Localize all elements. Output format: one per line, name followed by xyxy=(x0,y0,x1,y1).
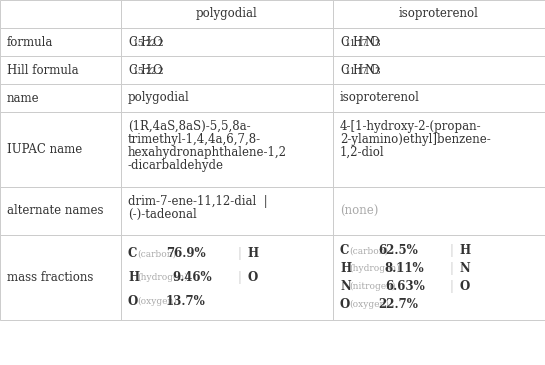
Bar xyxy=(333,56,545,84)
Text: 15: 15 xyxy=(134,67,145,76)
Text: isoproterenol: isoproterenol xyxy=(399,8,479,20)
Text: 17: 17 xyxy=(358,39,369,48)
Text: O: O xyxy=(370,64,379,77)
Text: trimethyl-1,4,4a,6,7,8-: trimethyl-1,4,4a,6,7,8- xyxy=(128,133,261,146)
Text: 3: 3 xyxy=(374,39,380,48)
Text: C: C xyxy=(128,35,137,49)
Text: 2: 2 xyxy=(158,39,163,48)
Text: 13.7%: 13.7% xyxy=(166,295,206,308)
Bar xyxy=(333,235,545,320)
Text: (carbon): (carbon) xyxy=(349,246,388,256)
Text: 3: 3 xyxy=(374,67,380,76)
Bar xyxy=(0,187,121,235)
Text: 8.11%: 8.11% xyxy=(385,262,425,275)
Text: O: O xyxy=(340,297,350,311)
Text: O: O xyxy=(152,35,162,49)
Text: H: H xyxy=(340,262,351,275)
Bar xyxy=(121,84,333,112)
Bar xyxy=(121,187,333,235)
Text: Hill formula: Hill formula xyxy=(7,64,78,77)
Bar xyxy=(333,0,545,28)
Text: C: C xyxy=(340,64,349,77)
Text: (-)-tadeonal: (-)-tadeonal xyxy=(128,208,197,221)
Text: H: H xyxy=(460,245,471,257)
Text: 22: 22 xyxy=(146,67,156,76)
Text: 62.5%: 62.5% xyxy=(378,245,418,257)
Text: (hydrogen): (hydrogen) xyxy=(349,264,399,273)
Text: mass fractions: mass fractions xyxy=(7,271,93,284)
Text: O: O xyxy=(128,295,138,308)
Text: O: O xyxy=(248,271,258,284)
Text: N: N xyxy=(364,35,374,49)
Bar xyxy=(0,56,121,84)
Text: N: N xyxy=(460,262,470,275)
Text: |: | xyxy=(450,245,453,257)
Text: 15: 15 xyxy=(134,39,145,48)
Text: polygodial: polygodial xyxy=(196,8,258,20)
Bar xyxy=(333,112,545,187)
Bar xyxy=(0,28,121,56)
Text: 9.46%: 9.46% xyxy=(173,271,213,284)
Text: drim-7-ene-11,12-dial  |: drim-7-ene-11,12-dial | xyxy=(128,195,268,208)
Text: C: C xyxy=(128,64,137,77)
Text: 11: 11 xyxy=(346,67,357,76)
Text: name: name xyxy=(7,92,40,104)
Text: (nitrogen): (nitrogen) xyxy=(349,282,396,291)
Text: 2-ylamino)ethyl]benzene-: 2-ylamino)ethyl]benzene- xyxy=(340,133,490,146)
Bar xyxy=(0,112,121,187)
Bar xyxy=(0,235,121,320)
Bar xyxy=(121,28,333,56)
Text: C: C xyxy=(340,35,349,49)
Text: (hydrogen): (hydrogen) xyxy=(137,273,187,282)
Text: |: | xyxy=(238,247,241,260)
Text: (carbon): (carbon) xyxy=(137,249,176,258)
Text: H: H xyxy=(140,35,150,49)
Text: IUPAC name: IUPAC name xyxy=(7,143,82,156)
Text: (oxygen): (oxygen) xyxy=(137,297,177,306)
Text: O: O xyxy=(370,35,379,49)
Text: H: H xyxy=(352,35,362,49)
Text: O: O xyxy=(152,64,162,77)
Bar xyxy=(121,0,333,28)
Text: (oxygen): (oxygen) xyxy=(349,300,389,309)
Text: 76.9%: 76.9% xyxy=(166,247,205,260)
Text: |: | xyxy=(450,280,453,293)
Text: -dicarbaldehyde: -dicarbaldehyde xyxy=(128,159,224,172)
Text: C: C xyxy=(340,245,349,257)
Text: (none): (none) xyxy=(340,204,378,218)
Text: O: O xyxy=(460,280,470,293)
Text: formula: formula xyxy=(7,35,53,49)
Text: N: N xyxy=(364,64,374,77)
Text: 4-[1-hydroxy-2-(propan-: 4-[1-hydroxy-2-(propan- xyxy=(340,120,482,133)
Text: isoproterenol: isoproterenol xyxy=(340,92,420,104)
Text: H: H xyxy=(248,247,259,260)
Text: H: H xyxy=(352,64,362,77)
Text: alternate names: alternate names xyxy=(7,204,104,218)
Text: 1,2-diol: 1,2-diol xyxy=(340,146,385,159)
Text: 6.63%: 6.63% xyxy=(385,280,425,293)
Text: polygodial: polygodial xyxy=(128,92,190,104)
Text: H: H xyxy=(128,271,139,284)
Text: 2: 2 xyxy=(158,67,163,76)
Text: H: H xyxy=(140,64,150,77)
Bar xyxy=(0,84,121,112)
Bar xyxy=(333,187,545,235)
Text: |: | xyxy=(450,262,453,275)
Bar xyxy=(333,84,545,112)
Text: 11: 11 xyxy=(346,39,357,48)
Bar xyxy=(121,235,333,320)
Bar xyxy=(0,0,121,28)
Text: 22: 22 xyxy=(146,39,156,48)
Text: 17: 17 xyxy=(358,67,369,76)
Bar xyxy=(121,112,333,187)
Text: 22.7%: 22.7% xyxy=(378,297,418,311)
Text: hexahydronaphthalene-1,2: hexahydronaphthalene-1,2 xyxy=(128,146,287,159)
Bar xyxy=(121,56,333,84)
Text: C: C xyxy=(128,247,137,260)
Text: |: | xyxy=(238,271,241,284)
Text: N: N xyxy=(340,280,351,293)
Text: (1R,4aS,8aS)-5,5,8a-: (1R,4aS,8aS)-5,5,8a- xyxy=(128,120,251,133)
Bar xyxy=(333,28,545,56)
